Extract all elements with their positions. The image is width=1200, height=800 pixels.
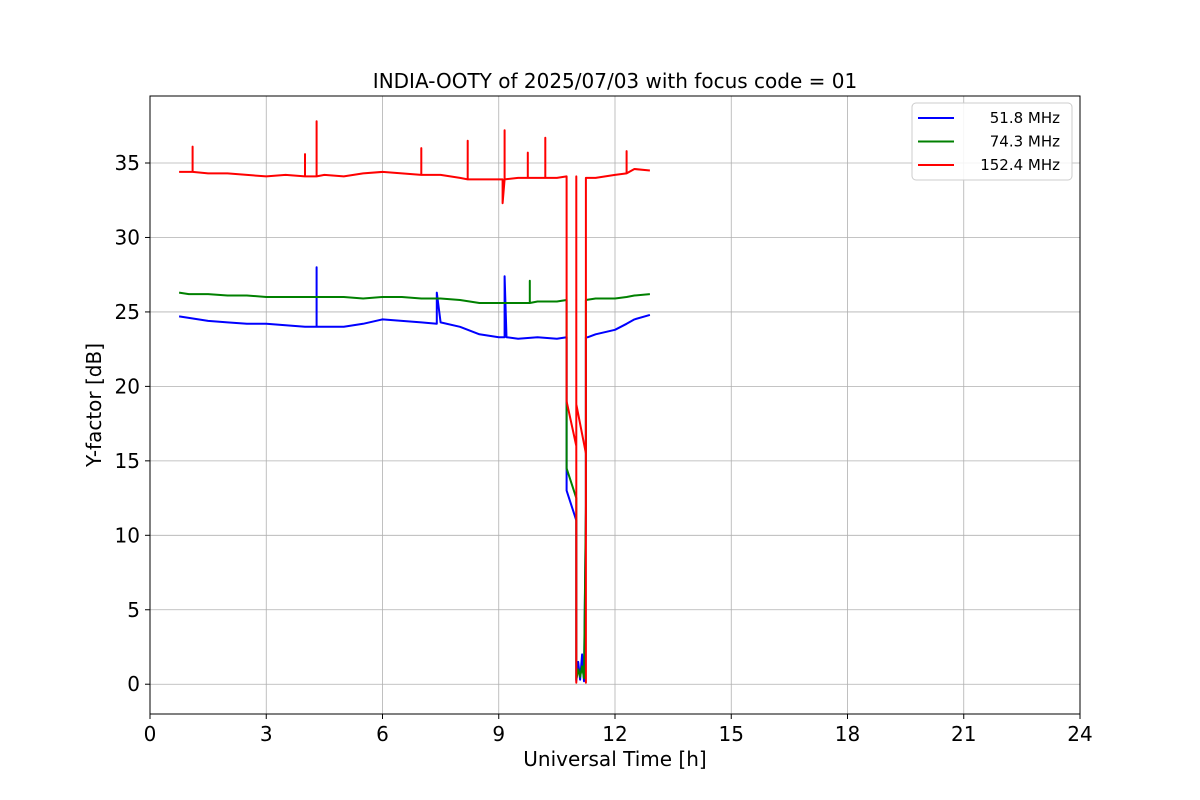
x-tick-label: 15: [719, 722, 744, 746]
legend-box: [911, 102, 1073, 181]
y-axis-ticks: 0 5 10 15 20 25 30 35: [115, 151, 150, 696]
y-tick-label: 35: [115, 151, 140, 175]
x-axis-title: Universal Time [h]: [523, 747, 706, 771]
y-tick-label: 25: [115, 300, 140, 324]
y-tick-label: 15: [115, 449, 140, 473]
x-tick-label: 24: [1067, 722, 1092, 746]
y-tick-label: 10: [115, 523, 140, 547]
y-tick-label: 5: [127, 598, 140, 622]
y-axis-title: Y-factor [dB]: [82, 343, 106, 468]
series-line-2: [179, 120, 650, 684]
x-tick-label: 0: [144, 722, 157, 746]
legend-items: 51.8 MHz 74.3 MHz 152.4 MHz: [918, 109, 1060, 174]
legend-label-1: 74.3 MHz: [990, 133, 1060, 151]
x-tick-label: 6: [376, 722, 389, 746]
chart-title: INDIA-OOTY of 2025/07/03 with focus code…: [373, 69, 857, 93]
x-tick-label: 3: [260, 722, 273, 746]
y-tick-label: 20: [115, 374, 140, 398]
x-tick-label: 9: [492, 722, 505, 746]
x-tick-label: 18: [835, 722, 860, 746]
y-tick-label: 0: [127, 672, 140, 696]
series-layer: [178, 120, 651, 684]
x-axis-ticks: 0 3 6 9 12 15 18 21 24: [144, 714, 1093, 746]
x-tick-label: 12: [602, 722, 627, 746]
legend-label-0: 51.8 MHz: [990, 109, 1060, 127]
legend-label-2: 152.4 MHz: [980, 156, 1060, 174]
legend: 51.8 MHz 74.3 MHz 152.4 MHz: [911, 102, 1073, 181]
x-tick-label: 21: [951, 722, 976, 746]
y-tick-label: 30: [115, 225, 140, 249]
